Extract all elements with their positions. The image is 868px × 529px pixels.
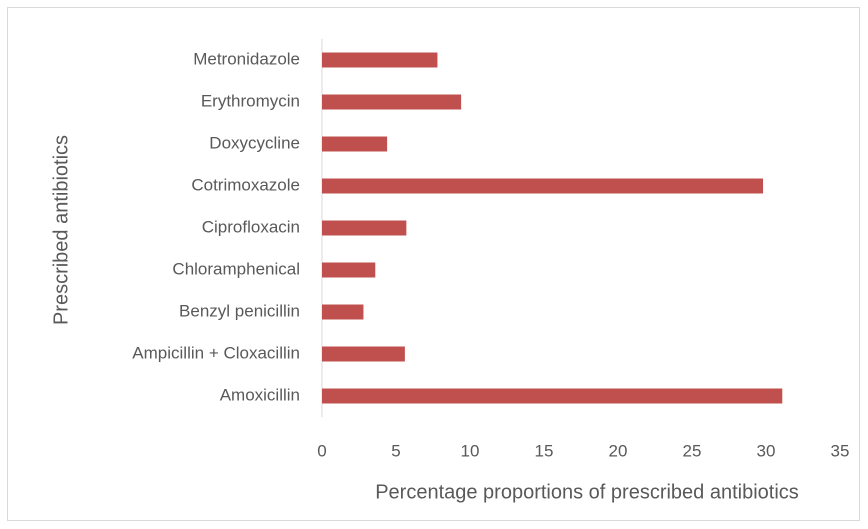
x-tick-label: 15 xyxy=(535,441,554,460)
y-tick-label: Amoxicillin xyxy=(220,385,300,404)
x-tick-label: 0 xyxy=(317,441,326,460)
bar xyxy=(322,52,438,68)
x-axis-title: Percentage proportions of prescribed ant… xyxy=(375,481,799,503)
y-tick-label: Erythromycin xyxy=(201,91,300,110)
x-tick-label: 35 xyxy=(831,441,850,460)
bar xyxy=(322,94,462,110)
x-tick-label: 30 xyxy=(757,441,776,460)
bar xyxy=(322,262,376,278)
y-tick-label: Metronidazole xyxy=(193,49,300,68)
x-tick-label: 25 xyxy=(683,441,702,460)
chart-border xyxy=(7,7,860,521)
x-tick-label: 10 xyxy=(461,441,480,460)
bar xyxy=(322,346,405,362)
y-tick-label: Cotrimoxazole xyxy=(191,175,300,194)
y-tick-label: Ampicillin + Cloxacillin xyxy=(132,343,300,362)
y-tick-label: Doxycycline xyxy=(209,133,300,152)
bar xyxy=(322,388,783,404)
y-tick-label: Chloramphenical xyxy=(172,259,300,278)
y-tick-label: Ciprofloxacin xyxy=(202,217,300,236)
x-tick-label: 20 xyxy=(609,441,628,460)
bar xyxy=(322,136,388,152)
y-axis-title: Prescribed antibiotics xyxy=(50,135,72,325)
bar xyxy=(322,220,407,236)
bar xyxy=(322,304,364,320)
bar xyxy=(322,178,764,194)
y-tick-label: Benzyl penicillin xyxy=(179,301,300,320)
x-tick-label: 5 xyxy=(391,441,400,460)
